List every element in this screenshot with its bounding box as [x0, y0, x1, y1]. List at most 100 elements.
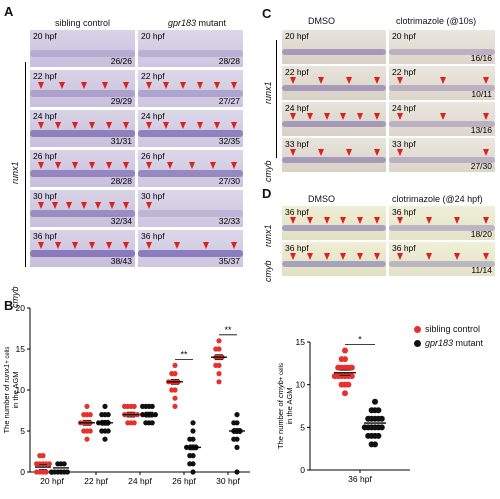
panel-a-tile-mutant-4: 30 hpf 32/33: [138, 190, 243, 227]
data-point: [143, 420, 149, 426]
stage-label: 36 hpf: [285, 207, 309, 217]
panel-c-tile-dmso-2: 24 hpf: [282, 102, 386, 136]
staining-band: [138, 130, 243, 137]
red-arrowhead-icon: [374, 149, 380, 156]
red-arrowhead-icon: [210, 162, 216, 169]
significance-stars: *: [358, 335, 362, 345]
data-point: [375, 432, 382, 439]
staining-band: [389, 157, 495, 163]
red-arrowhead-icon: [38, 82, 44, 89]
red-arrowhead-icon: [397, 77, 403, 84]
data-point: [345, 381, 352, 388]
panel-c-tile-dmso-0: 20 hpf: [282, 30, 386, 64]
red-arrowhead-icon: [231, 242, 237, 249]
stage-label: 26 hpf: [33, 151, 57, 161]
data-point: [375, 407, 382, 414]
panel-c-tile-dmso-1: 22 hpf: [282, 66, 386, 100]
panel-d-tile-dmso-0: 36 hpf: [282, 206, 386, 240]
data-point: [122, 403, 128, 409]
panel-c-tile-dmso-3: 33 hpf: [282, 138, 386, 172]
red-arrowhead-icon: [81, 82, 87, 89]
panel-a-tile-sibling-0: 20 hpf 26/26: [30, 30, 135, 67]
y-tick-label: 0: [20, 467, 25, 477]
panel-a-gene-runx1: runx1: [10, 161, 20, 184]
data-point: [131, 403, 137, 409]
red-arrowhead-icon: [290, 217, 296, 224]
y-axis-label-line2: in the AGM: [11, 371, 20, 408]
stage-label: 22 hpf: [33, 71, 57, 81]
data-point: [365, 432, 372, 439]
red-arrowhead-icon: [374, 253, 380, 260]
panel-c-tile-clotrimazole-3: 33 hpf 27/30: [389, 138, 495, 172]
panel-a-runx1-bracket: [25, 62, 26, 267]
panel-d-header-dmso: DMSO: [308, 194, 335, 204]
legend-item-sibling: sibling control: [414, 324, 483, 334]
red-arrowhead-icon: [59, 82, 65, 89]
red-arrowhead-icon: [290, 113, 296, 120]
red-arrowhead-icon: [307, 217, 313, 224]
data-point: [190, 469, 196, 475]
panel-letter-c: C: [262, 6, 272, 21]
data-point: [34, 469, 40, 475]
red-arrowhead-icon: [89, 122, 95, 129]
y-axis-label-line2: in the AGM: [285, 387, 294, 424]
red-arrowhead-icon: [231, 162, 237, 169]
data-point: [216, 338, 222, 344]
red-arrowhead-icon: [324, 217, 330, 224]
staining-band: [30, 250, 135, 257]
stage-label: 24 hpf: [33, 111, 57, 121]
y-tick-label: 10: [16, 385, 26, 395]
red-arrowhead-icon: [197, 122, 203, 129]
red-arrowhead-icon: [374, 77, 380, 84]
red-arrowhead-icon: [66, 202, 72, 209]
data-point: [216, 371, 222, 377]
embryo-count: 16/16: [470, 53, 492, 63]
red-arrowhead-icon: [290, 149, 296, 156]
red-arrowhead-icon: [214, 82, 220, 89]
significance-stars: **: [180, 349, 188, 359]
red-arrowhead-icon: [89, 242, 95, 249]
embryo-count: 10/11: [471, 89, 492, 99]
data-point: [34, 461, 40, 467]
red-arrowhead-icon: [102, 82, 108, 89]
stage-label: 22 hpf: [392, 67, 416, 77]
red-arrowhead-icon: [346, 149, 352, 156]
red-arrowhead-icon: [357, 217, 363, 224]
data-point: [231, 420, 237, 426]
data-point: [372, 398, 378, 405]
staining-band: [30, 170, 135, 177]
legend-label-sibling: sibling control: [425, 324, 481, 334]
staining-band: [389, 85, 495, 91]
staining-band: [389, 225, 495, 231]
panel-c-runx1-bracket: [276, 40, 277, 158]
red-arrowhead-icon: [123, 122, 129, 129]
panel-c-tile-clotrimazole-2: 24 hpf 13/16: [389, 102, 495, 136]
significance-stars: **: [224, 325, 232, 335]
stage-label: 20 hpf: [141, 31, 165, 41]
red-arrowhead-icon: [38, 162, 44, 169]
data-point: [87, 428, 93, 434]
data-point: [216, 379, 222, 385]
data-point: [190, 428, 196, 434]
legend-item-mutant: gpr183 mutant: [414, 338, 483, 348]
red-arrowhead-icon: [106, 122, 112, 129]
data-point: [213, 362, 219, 368]
data-point: [131, 420, 137, 426]
panel-a-tile-sibling-4: 30 hpf 32/34: [30, 190, 135, 227]
red-arrowhead-icon: [123, 162, 129, 169]
embryo-count: 32/35: [218, 136, 240, 146]
panel-c-header-dmso: DMSO: [308, 16, 335, 26]
red-arrowhead-icon: [203, 242, 209, 249]
data-point: [81, 412, 87, 418]
red-arrowhead-icon: [440, 77, 446, 84]
embryo-count: 27/27: [218, 96, 240, 106]
y-tick-label: 20: [16, 303, 26, 313]
data-point: [368, 441, 375, 448]
y-tick-label: 10: [296, 380, 306, 390]
data-point: [187, 436, 193, 442]
stage-label: 22 hpf: [285, 67, 309, 77]
red-arrowhead-icon: [483, 217, 489, 224]
staining-band: [138, 50, 243, 57]
panel-a-tile-sibling-3: 26 hpf 28/28: [30, 150, 135, 187]
red-arrowhead-icon: [357, 113, 363, 120]
